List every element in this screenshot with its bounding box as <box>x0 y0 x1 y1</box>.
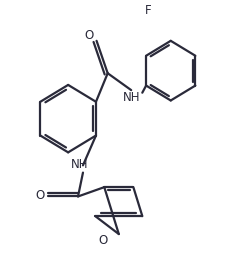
Text: NH: NH <box>70 158 88 171</box>
Text: NH: NH <box>122 91 140 104</box>
Text: O: O <box>98 234 108 247</box>
Text: F: F <box>145 4 152 17</box>
Text: O: O <box>35 189 44 202</box>
Text: O: O <box>84 29 94 42</box>
